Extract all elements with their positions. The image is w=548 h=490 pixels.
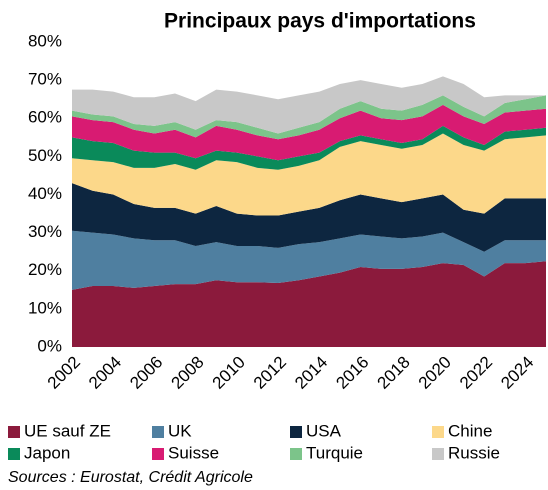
legend-label: UE sauf ZE <box>24 421 111 440</box>
legend-label: USA <box>306 421 342 440</box>
legend-swatch <box>290 448 302 460</box>
legend-label: UK <box>168 421 192 440</box>
y-tick-label: 40% <box>28 184 62 203</box>
x-tick-label: 2008 <box>167 353 207 393</box>
x-tick-label: 2014 <box>291 353 331 393</box>
legend-swatch <box>432 448 444 460</box>
x-tick-label: 2010 <box>209 353 249 393</box>
area <box>72 183 546 252</box>
legend-label: Chine <box>448 421 492 440</box>
x-tick-label: 2018 <box>374 353 414 393</box>
x-tick-label: 2012 <box>250 353 290 393</box>
x-tick-label: 2016 <box>332 353 372 393</box>
x-tick-label: 2002 <box>44 353 84 393</box>
legend-swatch <box>8 426 20 438</box>
area <box>72 125 546 170</box>
legend-swatch <box>290 426 302 438</box>
source: Sources : Eurostat, Crédit Agricole <box>8 469 253 486</box>
x-tick-label: 2024 <box>497 353 537 393</box>
y-tick-label: 30% <box>28 222 62 241</box>
legend-swatch <box>432 426 444 438</box>
legend-swatch <box>152 448 164 460</box>
legend-label: Japon <box>24 443 70 462</box>
legend-label: Russie <box>448 443 500 462</box>
area <box>72 261 546 347</box>
area <box>72 76 546 134</box>
legend-label: Suisse <box>168 443 219 462</box>
x-tick-label: 2020 <box>415 353 455 393</box>
area <box>72 133 546 216</box>
y-tick-label: 0% <box>37 336 62 355</box>
x-tick-label: 2022 <box>456 353 496 393</box>
legend-label: Turquie <box>306 443 363 462</box>
y-tick-label: 80% <box>28 31 62 50</box>
y-tick-label: 10% <box>28 298 62 317</box>
legend-swatch <box>8 448 20 460</box>
y-tick-label: 70% <box>28 70 62 89</box>
chart-title: Principaux pays d'importations <box>164 10 476 33</box>
y-tick-label: 60% <box>28 108 62 127</box>
x-tick-label: 2004 <box>85 353 125 393</box>
area <box>72 230 546 290</box>
y-tick-label: 20% <box>28 260 62 279</box>
legend-swatch <box>152 426 164 438</box>
y-tick-label: 50% <box>28 146 62 165</box>
area <box>72 95 546 140</box>
x-tick-label: 2006 <box>126 353 166 393</box>
